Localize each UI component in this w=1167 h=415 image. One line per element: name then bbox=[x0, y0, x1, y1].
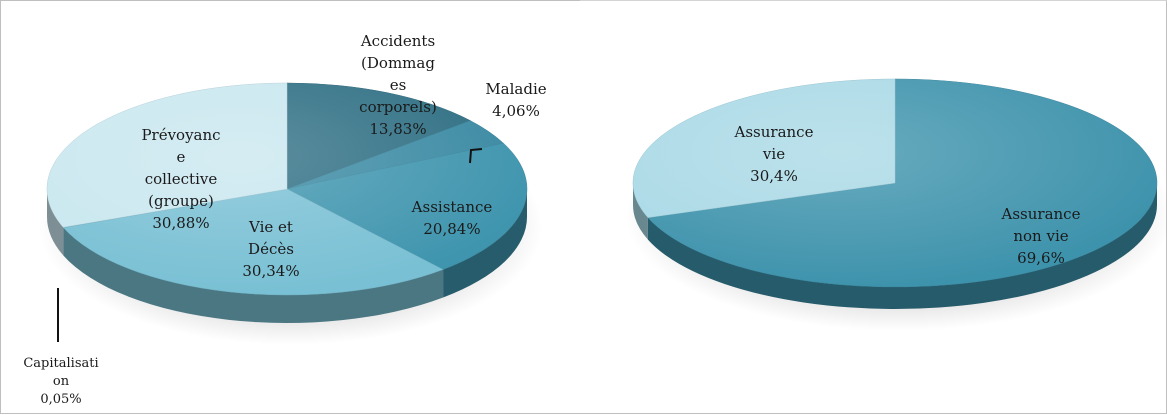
pie-chart-right: Assurance non vie 69,6% Assurance vie 30,4% bbox=[580, 1, 1167, 415]
svg-text:0,05%: 0,05% bbox=[40, 392, 81, 407]
data-label-vie-et-deces: Vie et Décès 30,34% bbox=[242, 218, 299, 280]
svg-text:Assurance: Assurance bbox=[734, 123, 814, 141]
svg-text:es: es bbox=[390, 76, 407, 94]
svg-text:Décès: Décès bbox=[248, 240, 294, 258]
svg-text:20,84%: 20,84% bbox=[423, 220, 480, 238]
svg-text:vie: vie bbox=[762, 145, 785, 163]
data-label-prevoyance-collective-groupe: Prévoyanc e collective (groupe) 30,88% bbox=[141, 126, 220, 232]
pie-chart-panel-left: Accidents (Dommag es corporels) 13,83% Maladi… bbox=[0, 0, 580, 414]
svg-text:Maladie: Maladie bbox=[485, 80, 546, 98]
svg-text:Assistance: Assistance bbox=[411, 198, 493, 216]
svg-text:13,83%: 13,83% bbox=[369, 120, 426, 138]
svg-text:non vie: non vie bbox=[1013, 227, 1068, 245]
svg-text:Vie et: Vie et bbox=[248, 218, 293, 236]
svg-text:(Dommag: (Dommag bbox=[361, 54, 435, 72]
svg-text:on: on bbox=[53, 374, 70, 389]
pie-chart-panel-right: Assurance non vie 69,6% Assurance vie 30,4% bbox=[580, 0, 1167, 414]
svg-text:Prévoyanc: Prévoyanc bbox=[141, 126, 220, 144]
svg-text:Accidents: Accidents bbox=[360, 32, 435, 50]
svg-text:(groupe): (groupe) bbox=[148, 192, 214, 210]
svg-text:e: e bbox=[177, 148, 186, 166]
svg-text:corporels): corporels) bbox=[359, 98, 437, 116]
pie-gloss bbox=[633, 79, 1157, 287]
svg-text:Capitalisati: Capitalisati bbox=[23, 356, 98, 371]
data-label-maladie: Maladie 4,06% bbox=[485, 80, 546, 120]
svg-text:collective: collective bbox=[145, 170, 218, 188]
svg-text:Assurance: Assurance bbox=[1001, 205, 1081, 223]
svg-text:4,06%: 4,06% bbox=[492, 102, 540, 120]
pie-chart-left: Accidents (Dommag es corporels) 13,83% Maladi… bbox=[1, 1, 581, 415]
svg-text:30,34%: 30,34% bbox=[242, 262, 299, 280]
svg-text:30,88%: 30,88% bbox=[152, 214, 209, 232]
data-label-capitalisation: Capitalisati on 0,05% bbox=[23, 356, 98, 407]
data-label-accidents-dommages-corporels: Accidents (Dommag es corporels) 13,83% bbox=[359, 32, 437, 138]
svg-text:69,6%: 69,6% bbox=[1017, 249, 1065, 267]
svg-text:30,4%: 30,4% bbox=[750, 167, 798, 185]
